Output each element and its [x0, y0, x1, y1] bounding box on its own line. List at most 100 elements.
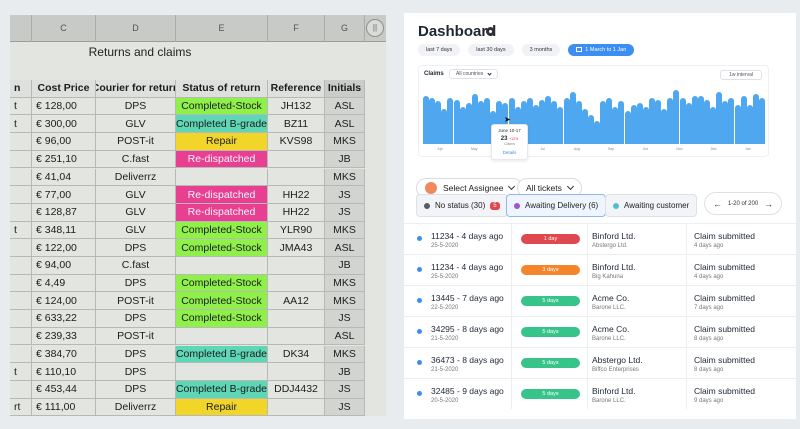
chart-bar[interactable] [520, 101, 527, 144]
chart-bar[interactable] [618, 101, 625, 144]
ticket-date: 21-5-2020 [431, 336, 459, 342]
chart-bar[interactable] [453, 99, 460, 144]
tooltip-details-link[interactable]: Details [502, 150, 517, 155]
chart-bar[interactable] [752, 93, 759, 144]
table-row[interactable]: 11234 - 4 days ago 25-5-2020 1 day Binford … [404, 223, 796, 254]
spreadsheet-photo: C D E F G || Returns and claims n Cost Pr… [10, 15, 386, 416]
chart-bar[interactable] [758, 97, 765, 144]
tab-custom-range[interactable]: 1 March to 1 Jan [568, 44, 635, 56]
sheet-cell-ref: BZ11 [268, 115, 325, 134]
gear-icon[interactable] [486, 27, 495, 36]
chart-bar[interactable] [716, 91, 723, 144]
chart-bar[interactable] [496, 101, 503, 144]
chart-bar[interactable] [710, 107, 717, 144]
ticket-status-age: 9 days ago [694, 398, 724, 404]
sheet-header-cell: Status of return [176, 80, 268, 98]
chart-bar[interactable] [441, 109, 448, 144]
chart-bar[interactable] [661, 109, 668, 144]
chart-bar[interactable] [545, 95, 552, 144]
arrow-right-icon[interactable]: → [763, 198, 773, 209]
sheet-cell-init: MKS [325, 345, 365, 364]
chart-bar[interactable] [679, 97, 686, 144]
chart-bar[interactable] [594, 120, 601, 144]
chart-bar[interactable] [667, 97, 674, 144]
column-divider [587, 224, 588, 254]
ticket-date: 25-5-2020 [431, 274, 459, 280]
chart-bar[interactable] [697, 95, 704, 144]
column-header-bar: C D E F G || [10, 15, 386, 42]
chart-bar[interactable] [649, 97, 656, 144]
chart-bar[interactable] [636, 103, 643, 144]
sheet-cell-price: € 633,22 [32, 310, 96, 328]
chart-bar[interactable] [557, 107, 564, 144]
sheet-cell-status: Re-dispatched [176, 203, 268, 222]
chart-bar[interactable] [502, 103, 509, 144]
status-badge: 5 [490, 201, 500, 210]
tab-no-status[interactable]: No status (30) 5 [416, 194, 508, 217]
table-row[interactable]: 11234 - 4 days ago 25-5-2020 3 days Binford… [404, 254, 796, 285]
chart-bar[interactable] [600, 101, 607, 144]
chart-bar[interactable] [728, 97, 735, 144]
chart-bar[interactable] [606, 97, 613, 144]
chart-bar[interactable] [526, 97, 533, 144]
tab-awaiting-delivery[interactable]: Awaiting Delivery (6) [506, 194, 607, 217]
chart-x-tick-label: Jul [540, 147, 545, 151]
chart-bar[interactable] [703, 99, 710, 144]
chart-bar[interactable] [532, 105, 539, 144]
chart-bar[interactable] [630, 105, 637, 144]
chart-bar[interactable] [740, 95, 747, 144]
sheet-cell-courier: C.fast [96, 257, 176, 275]
tab-last-7-days[interactable]: last 7 days [418, 44, 461, 56]
chart-bar[interactable] [459, 107, 466, 144]
chart-bar[interactable] [655, 99, 662, 144]
column-divider [587, 255, 588, 285]
sheet-cell-ref: KVS98 [268, 133, 325, 151]
chart-bar[interactable] [435, 101, 442, 144]
chart-bar[interactable] [581, 109, 588, 144]
chart-bar[interactable] [478, 101, 485, 144]
chart-bar[interactable] [685, 103, 692, 144]
sla-badge: 3 days [521, 265, 580, 275]
chart-bar[interactable] [539, 99, 546, 144]
table-row[interactable]: 13445 - 7 days ago 22-5-2020 5 days Acme Co… [404, 285, 796, 316]
sheet-cell-ref [268, 327, 325, 346]
table-row[interactable]: 36473 - 8 days ago 21-5-2020 5 days Absterg… [404, 347, 796, 378]
column-divider [686, 348, 687, 378]
table-row[interactable]: 34295 - 8 days ago 21-5-2020 5 days Acme Co… [404, 316, 796, 347]
interval-select[interactable]: 1w interval [720, 70, 762, 80]
table-row[interactable]: 32485 - 9 days ago 20-5-2020 5 days Binford… [404, 378, 796, 409]
chart-bar[interactable] [575, 101, 582, 144]
country-select[interactable]: All countries [449, 69, 498, 79]
chart-bar[interactable] [569, 91, 576, 144]
chart-bar[interactable] [734, 105, 741, 144]
tab-3-months[interactable]: 3 months [521, 44, 561, 56]
chart-bar[interactable] [587, 115, 594, 144]
chart-bar[interactable] [471, 93, 478, 144]
chart-bar[interactable] [465, 103, 472, 144]
chart-bar[interactable] [551, 101, 558, 144]
arrow-left-icon[interactable]: ← [713, 198, 722, 209]
chart-bar[interactable] [484, 97, 491, 144]
chart-bar[interactable] [612, 107, 619, 144]
chart-bar[interactable] [563, 97, 570, 144]
chart-bar[interactable] [624, 111, 631, 144]
chart-bar[interactable] [423, 95, 430, 144]
chart-bar[interactable] [673, 89, 680, 144]
chart-bar[interactable] [429, 97, 436, 144]
sheet-cell-courier: DPS [96, 274, 176, 293]
chart-bar[interactable] [722, 101, 729, 144]
tab-awaiting-customer[interactable]: Awaiting customer [605, 194, 698, 217]
sheet-cell-courier: Deliverrz [96, 398, 176, 416]
chart-bar[interactable] [508, 97, 515, 144]
chart-bar[interactable] [746, 105, 753, 144]
unread-dot-icon [417, 360, 422, 365]
sheet-cell-ref: JH132 [268, 97, 325, 116]
chart-x-tick-label: Jan [745, 147, 751, 151]
tab-last-30-days[interactable]: last 30 days [468, 44, 514, 56]
chart-bar[interactable] [691, 95, 698, 144]
status-dot-icon [613, 202, 619, 209]
chart-bar[interactable] [447, 97, 454, 144]
sheet-cell-ref [268, 150, 325, 169]
sheet-cell-status [176, 257, 268, 275]
chart-bar[interactable] [642, 107, 649, 144]
